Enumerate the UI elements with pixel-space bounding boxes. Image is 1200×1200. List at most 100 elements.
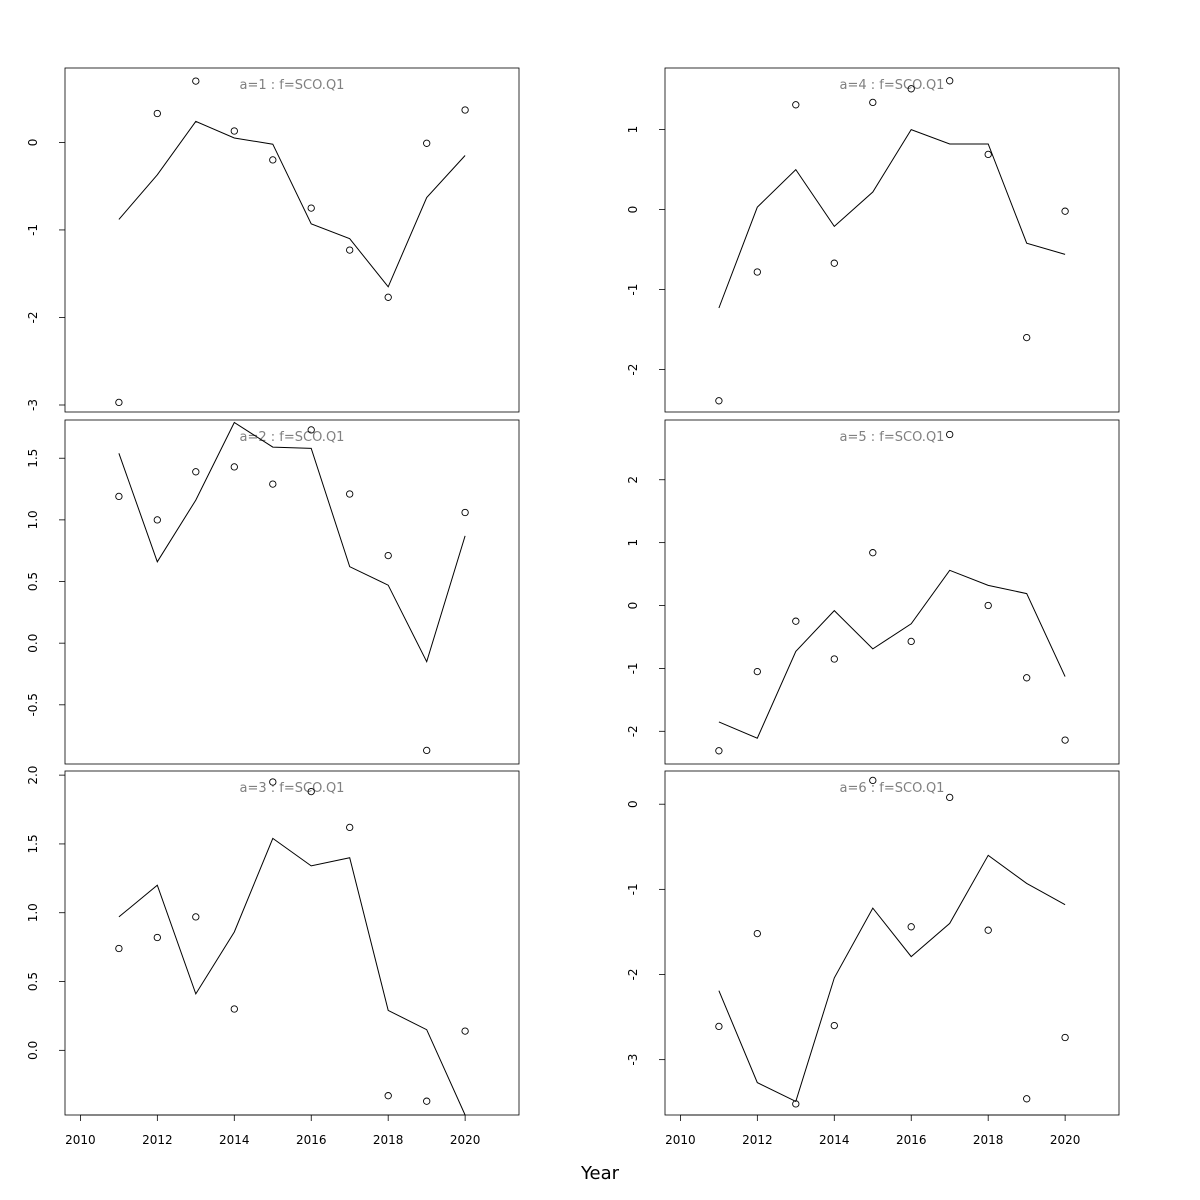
fitted-line	[718, 854, 1066, 1103]
observed-point	[307, 787, 315, 796]
y-tick-label: 2.0	[26, 766, 40, 785]
x-tick-label: 2014	[219, 1133, 250, 1147]
y-tick-label: 0	[626, 800, 640, 808]
fitted-line	[118, 421, 466, 664]
observed-point	[384, 551, 392, 560]
observed-point	[946, 77, 954, 85]
x-tick-label: 2016	[296, 1133, 327, 1147]
observed-point	[346, 246, 354, 254]
observed-point	[1023, 1095, 1031, 1103]
observed-point	[907, 637, 915, 646]
observed-point	[115, 492, 123, 501]
panel-title: a=4 : f=SCO.Q1	[840, 78, 945, 93]
y-tick-label: -1	[26, 224, 40, 236]
y-tick-label: 0	[626, 602, 640, 610]
x-tick-label: 2018	[373, 1133, 404, 1147]
panel-title: a=1 : f=SCO.Q1	[240, 78, 345, 93]
observed-point	[753, 268, 761, 276]
x-tick-label: 2020	[1050, 1133, 1081, 1147]
observed-point	[869, 98, 877, 107]
plot-frame	[664, 770, 1120, 1116]
panel-3: a=2 : f=SCO.Q1 -0.5 0.0 0.5 1.0 1.5	[26, 419, 520, 765]
y-tick-label: -2	[626, 725, 640, 737]
observed-point	[830, 655, 838, 663]
x-tick-label: 2010	[65, 1133, 96, 1147]
panel-title: a=5 : f=SCO.Q1	[840, 430, 945, 445]
panel-title: a=3 : f=SCO.Q1	[240, 781, 345, 796]
observed-point	[384, 293, 392, 301]
panel-4: a=5 : f=SCO.Q1 -2 -1 0 1 2	[626, 419, 1120, 765]
y-tick-label: -1	[626, 284, 640, 296]
observed-point	[907, 85, 915, 93]
observed-point	[269, 480, 277, 488]
plot-data	[715, 776, 1069, 1108]
plot-data	[115, 421, 469, 755]
observed-point	[946, 793, 954, 802]
x-tick-label: 2012	[142, 1133, 173, 1147]
panel-1: a=1 : f=SCO.Q1 -3 -2 -1 0	[26, 67, 520, 413]
y-tick-label: 1.5	[26, 449, 40, 468]
y-tick-label: 2	[626, 476, 640, 484]
observed-point	[830, 1021, 838, 1030]
y-tick-label: -1	[626, 883, 640, 895]
observed-point	[423, 139, 431, 147]
observed-point	[192, 77, 200, 85]
observed-point	[461, 508, 469, 517]
plot-frame	[64, 770, 520, 1116]
panel-6: a=6 : f=SCO.Q1 -3 -2 -1 0 2010 2012 2014 2016 201…	[626, 770, 1120, 1147]
observed-point	[1061, 1033, 1069, 1042]
plot-frame	[64, 419, 520, 765]
x-tick-label: 2016	[896, 1133, 927, 1147]
x-tick-label: 2018	[973, 1133, 1004, 1147]
observed-point	[1023, 333, 1031, 342]
observed-point	[269, 778, 277, 786]
y-tick-label: 0	[626, 206, 640, 214]
y-tick-label: -2	[626, 364, 640, 376]
observed-point	[346, 490, 354, 498]
panel-5: a=3 : f=SCO.Q1 0.0 0.5 1.0 1.5 2.0 2010 2012 201…	[26, 766, 520, 1147]
x-tick-label: 2010	[665, 1133, 696, 1147]
observed-point	[1023, 674, 1031, 682]
y-tick-label: 0	[26, 139, 40, 147]
observed-point	[423, 746, 431, 755]
observed-point	[715, 747, 723, 755]
observed-point	[461, 106, 469, 114]
observed-point	[153, 516, 161, 524]
observed-point	[984, 926, 992, 934]
observed-point	[269, 156, 277, 164]
observed-point	[753, 929, 761, 938]
plot-frame	[664, 67, 1120, 413]
y-tick-label: 1.5	[26, 834, 40, 853]
observed-point	[715, 1022, 723, 1031]
panel-title: a=2 : f=SCO.Q1	[240, 430, 345, 445]
y-tick-label: -2	[26, 311, 40, 323]
plot-data	[715, 430, 1069, 755]
y-tick-label: -3	[626, 1054, 640, 1066]
x-tick-label: 2020	[450, 1133, 481, 1147]
observed-point	[830, 259, 838, 267]
fitted-line	[118, 120, 466, 288]
observed-point	[1061, 207, 1069, 215]
observed-point	[984, 150, 992, 159]
observed-point	[907, 923, 915, 931]
y-tick-label: 1.0	[26, 510, 40, 529]
observed-point	[869, 549, 877, 557]
x-axis-title: Year	[580, 1163, 620, 1184]
y-tick-label: -1	[626, 662, 640, 674]
y-tick-label: 0.0	[26, 1041, 40, 1060]
plot-data	[115, 778, 469, 1115]
fitted-line	[718, 128, 1066, 309]
observed-point	[153, 933, 161, 942]
x-tick-label: 2012	[742, 1133, 773, 1147]
y-tick-label: 0.0	[26, 634, 40, 653]
plot-data	[715, 77, 1069, 405]
observed-point	[192, 468, 200, 476]
observed-point	[346, 823, 354, 832]
plot-frame	[64, 67, 520, 413]
y-tick-label: 1	[626, 539, 640, 547]
observed-point	[715, 397, 723, 405]
y-tick-label: 0.5	[26, 972, 40, 991]
observed-point	[192, 913, 200, 921]
y-tick-label: -3	[26, 399, 40, 411]
plot-frame	[664, 419, 1120, 765]
